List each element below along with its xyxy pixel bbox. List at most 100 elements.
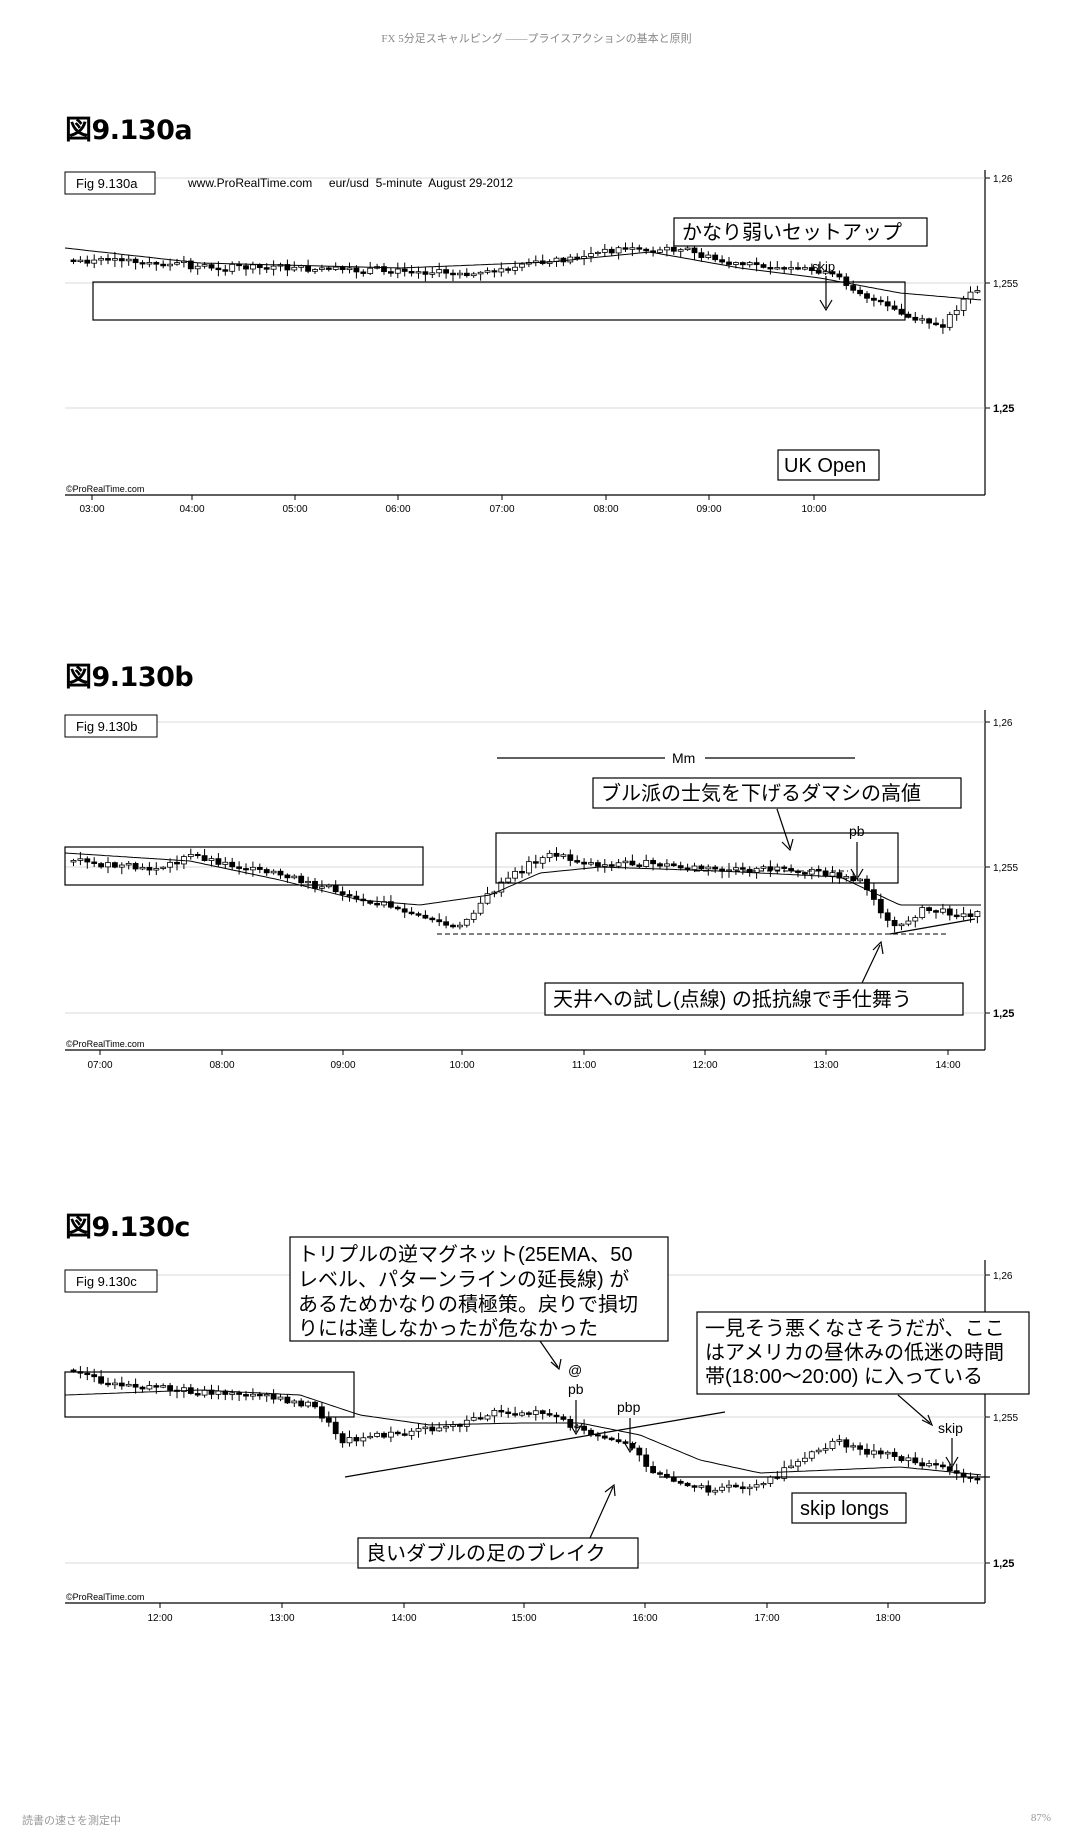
candle [194,851,201,859]
candle [429,1422,436,1435]
candle [470,910,477,923]
candle [125,861,132,870]
candle [532,255,539,267]
candle [146,862,153,876]
candle [898,1454,905,1463]
candle [229,857,236,870]
annotation-pb-c: pb [568,1381,584,1397]
candle [629,854,636,867]
candle [843,273,850,290]
candle [512,1406,518,1418]
x-tick-label: 17:00 [754,1613,779,1624]
candle [187,1383,194,1395]
candle [284,259,291,277]
candle [408,907,415,916]
candle [877,296,884,306]
candle [808,1450,815,1462]
candle [595,250,601,256]
candle [850,1442,857,1451]
candle [422,267,429,282]
candle [498,1404,505,1417]
candle [657,246,663,254]
candle [636,244,643,253]
candle [588,858,594,867]
y-tick-label: 1,255 [993,863,1018,874]
candle [864,875,870,896]
candle [677,861,684,871]
candle [284,873,291,883]
candle [277,1394,284,1402]
candle [926,317,932,329]
candle [884,908,891,928]
candle [574,855,581,865]
candle [270,260,277,276]
candle [946,1463,953,1476]
candle [774,261,781,271]
candle [401,262,408,277]
candle [187,848,194,860]
candle [677,1479,684,1486]
candle [443,916,450,929]
annotation-pb-b: pb [849,823,865,839]
candle [726,862,732,878]
watermark-c: ©ProRealTime.com [66,1592,144,1602]
candle [739,1481,746,1494]
candle [608,246,615,257]
candle [318,1402,325,1423]
candle [871,1443,877,1459]
annotation-magnet-2: レベル、パターンラインの延長線) が [298,1268,629,1291]
annotation-weak-setup: かなり弱いセットアップ [682,222,902,244]
candle [174,855,180,871]
candle [788,1459,794,1469]
candle [332,880,339,894]
figure-heading-b: 図9.130b [65,662,194,693]
candle [795,1458,801,1471]
candle [118,254,125,268]
candle [222,264,229,276]
candle [539,1409,546,1420]
x-tick-label: 04:00 [179,504,204,515]
candle [174,1385,180,1399]
candle [91,1368,98,1383]
candle [974,285,981,294]
candle [160,260,167,269]
annotation-mm: Mm [672,750,695,766]
candle [781,266,788,274]
annotation-magnet-4: りには達しなかったが危なかった [298,1317,598,1340]
candle [146,1380,153,1391]
range-box-a [92,281,906,321]
candle [781,1460,788,1482]
candle [215,1385,222,1400]
candle [526,1411,532,1418]
candle [912,1452,919,1465]
candle [898,303,905,316]
annotation-at: @ [568,1362,582,1378]
candle [933,317,939,327]
y-tick-label: 1,26 [993,174,1013,185]
candle [477,1412,484,1421]
candle [795,869,801,878]
candle [153,862,160,876]
y-tick-label: 1,255 [993,1413,1018,1424]
candle [339,886,346,901]
candle [77,256,84,264]
candle [505,1407,512,1418]
candle [940,318,946,334]
x-tick-label: 07:00 [489,504,514,515]
candle [243,263,249,276]
candle [325,266,332,272]
candle [346,262,353,274]
x-tick-label: 15:00 [511,1613,536,1624]
candle [463,268,470,278]
candle [733,1482,739,1488]
candle [387,1426,394,1443]
candle [367,261,374,276]
chart-b: 1,26 1,255 1,25 07:00 08:00 09:00 10:00 11:00 1… [64,710,1018,1071]
candle [208,262,215,271]
candle [374,896,381,908]
candle [353,890,360,903]
candle [967,909,974,923]
candle [312,1400,318,1409]
candle [263,867,270,876]
candle [760,864,767,872]
